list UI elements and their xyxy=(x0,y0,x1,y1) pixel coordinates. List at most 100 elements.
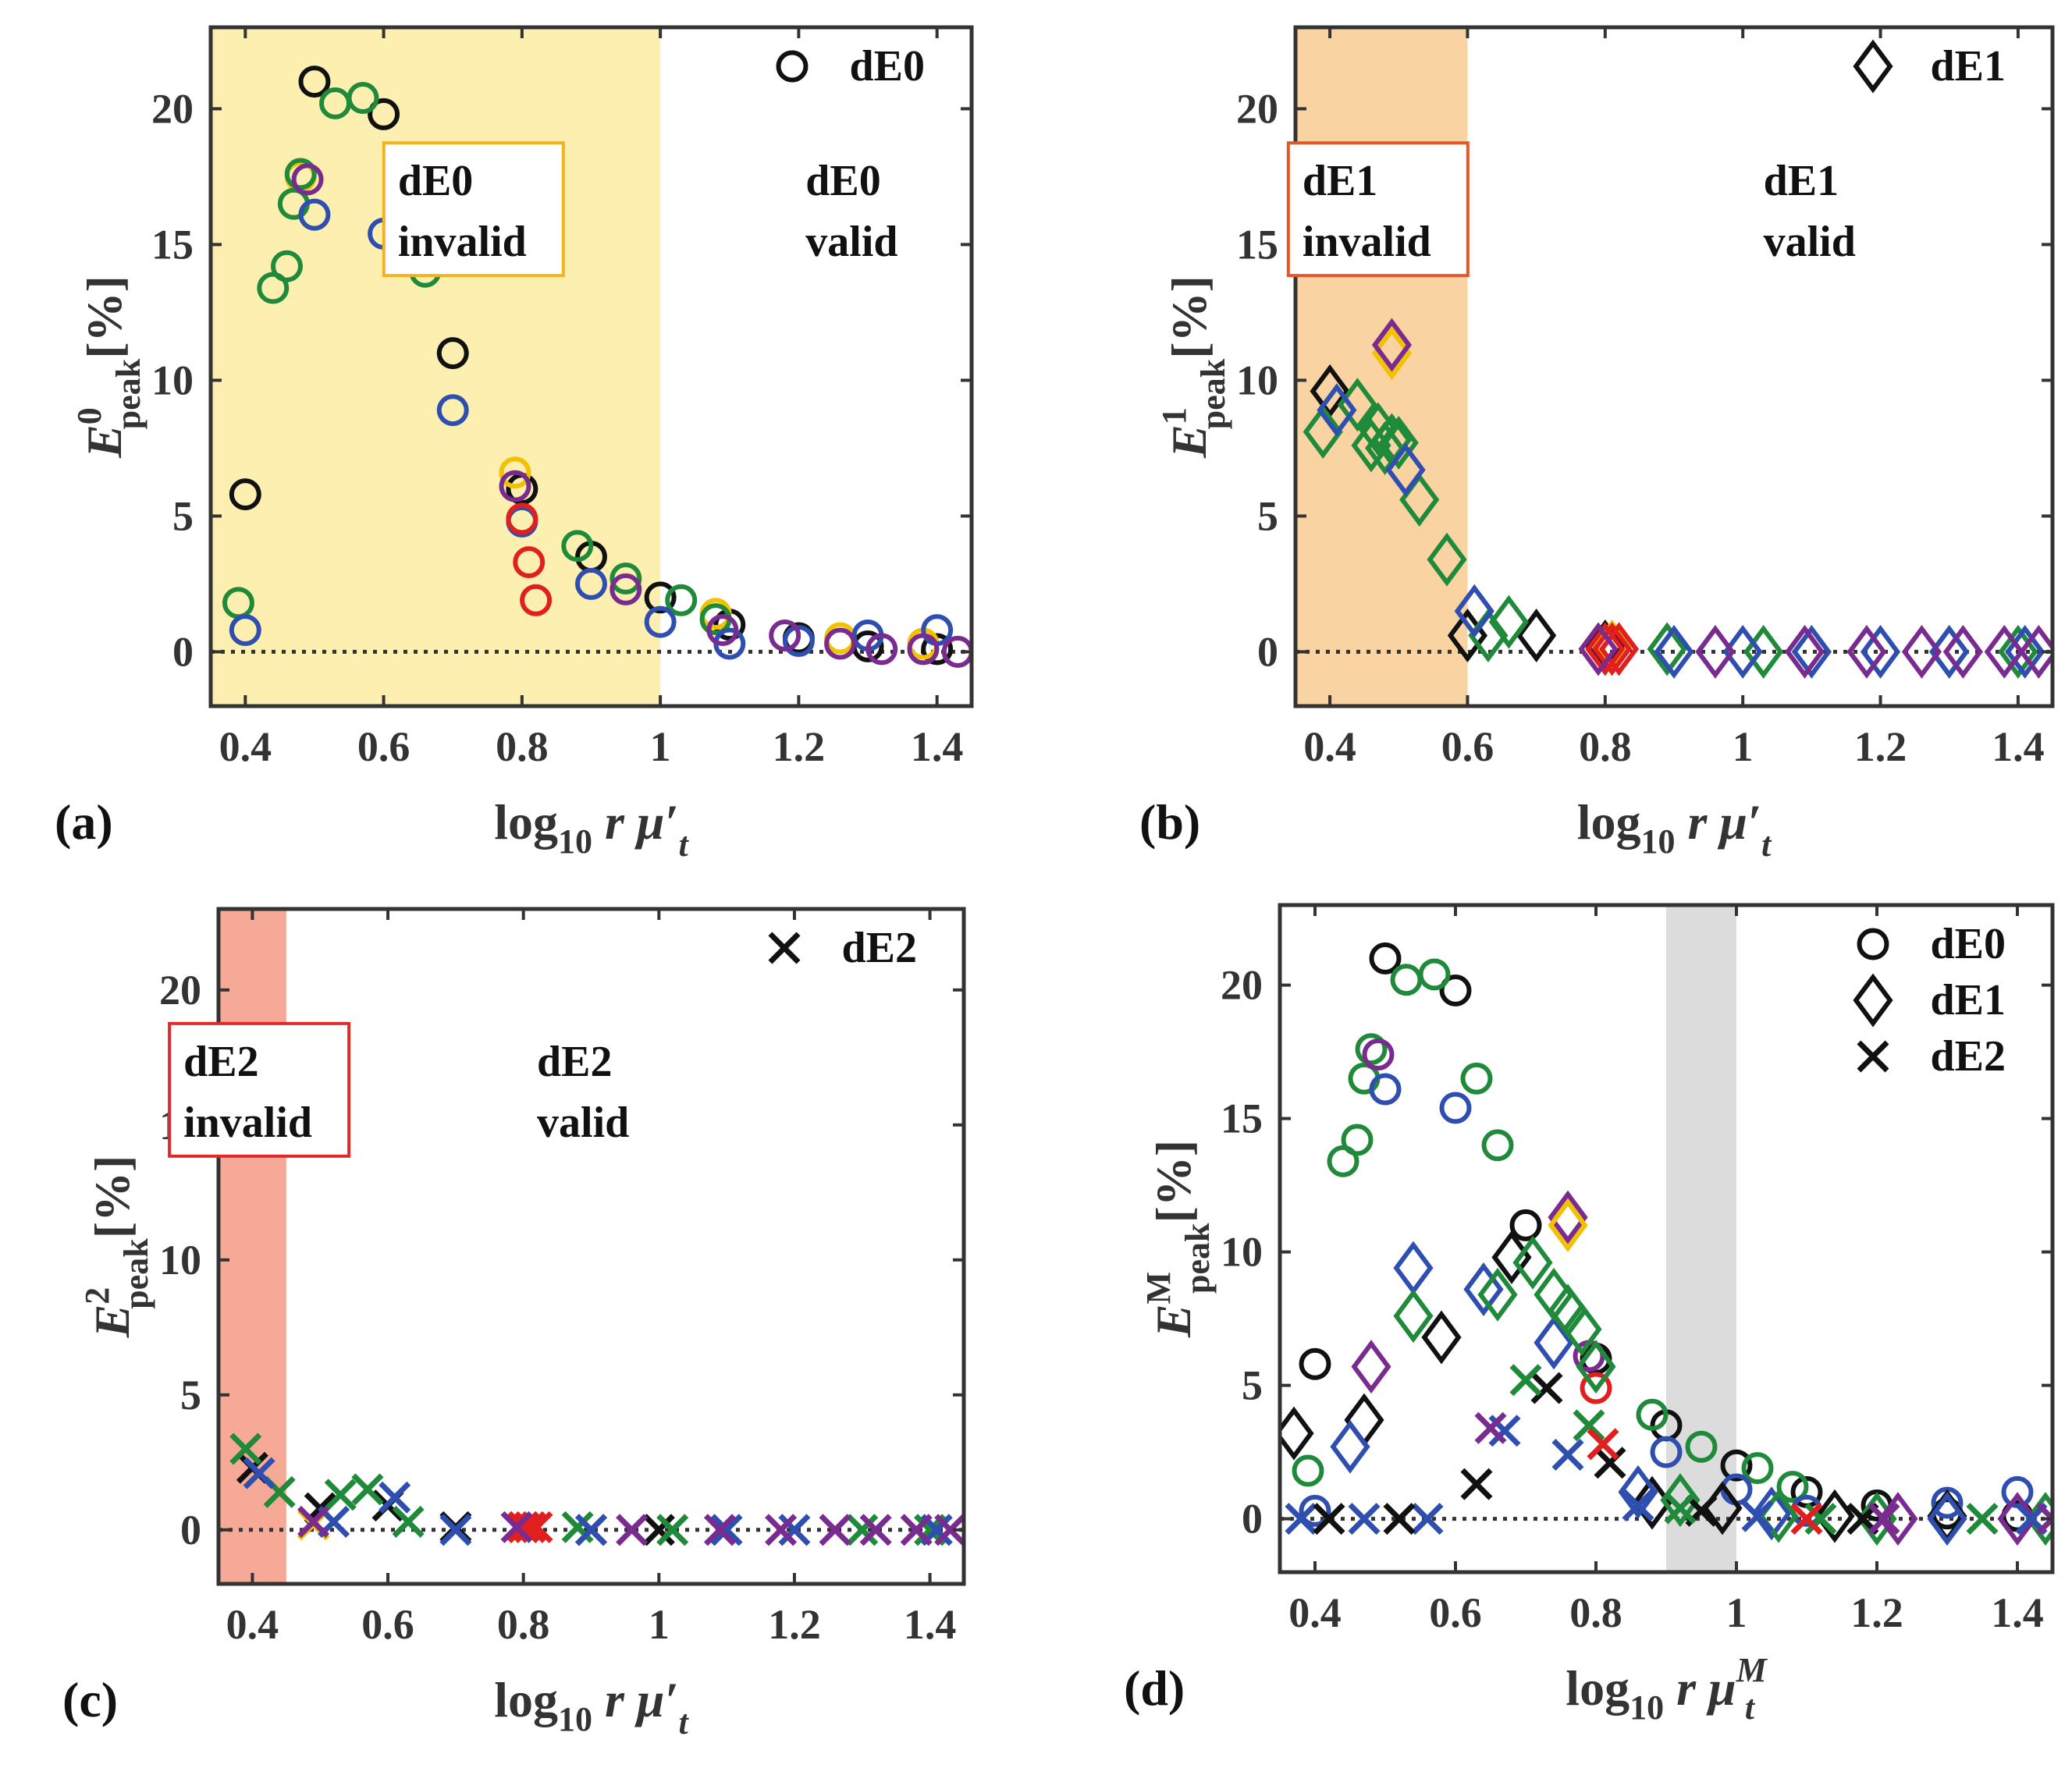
data-point xyxy=(229,1433,262,1465)
y-tick-label: 10 xyxy=(151,357,194,403)
x-tick-label: 0.8 xyxy=(1579,723,1632,770)
data-point xyxy=(1576,1340,1616,1394)
x-axis-label: log10 r μ′t xyxy=(494,1672,689,1741)
data-point xyxy=(284,158,317,190)
data-point xyxy=(1776,1471,1809,1504)
data-point xyxy=(1942,624,1983,679)
y-tick-label: 15 xyxy=(151,221,194,268)
invalid-label-box xyxy=(382,141,565,278)
data-point xyxy=(610,573,642,605)
data-point xyxy=(1411,1503,1444,1535)
valid-label-text: dE1 xyxy=(1764,157,1839,205)
data-point xyxy=(1477,1267,1518,1322)
data-point xyxy=(644,581,677,614)
data-point xyxy=(1984,624,2024,679)
data-point xyxy=(1534,1315,1574,1370)
y-tick-label: 10 xyxy=(1221,1229,1263,1276)
invalid-label-text: dE2 xyxy=(183,1038,259,1086)
data-point xyxy=(1860,624,1901,679)
data-point xyxy=(1292,1454,1324,1487)
data-point xyxy=(351,1473,384,1506)
data-point xyxy=(706,614,739,647)
data-point xyxy=(900,1514,933,1546)
y-tick-label: 0 xyxy=(180,1507,201,1553)
markers xyxy=(222,66,972,668)
data-point xyxy=(1371,318,1413,372)
data-point xyxy=(1509,1209,1542,1241)
x-tick-label: 0.4 xyxy=(219,723,272,770)
data-point xyxy=(1562,1302,1602,1357)
x-tick-label: 1.2 xyxy=(768,1601,821,1648)
data-point xyxy=(1791,624,1832,679)
legend-label: dE0 xyxy=(850,42,926,91)
data-point xyxy=(642,1514,675,1546)
x-tick-label: 1.4 xyxy=(911,723,964,770)
data-point xyxy=(921,633,954,666)
data-point xyxy=(1383,1503,1416,1535)
y-tick-label: 10 xyxy=(1236,357,1278,403)
data-point xyxy=(1310,364,1350,418)
data-point xyxy=(1317,383,1357,438)
x-axis-label: log10 r μ′t xyxy=(494,794,689,864)
markers xyxy=(1280,942,2052,1546)
data-point xyxy=(1878,1492,1918,1546)
data-point xyxy=(1330,1419,1370,1474)
data-point xyxy=(1751,1486,1792,1541)
x-tick-label: 0.6 xyxy=(357,723,410,770)
data-point xyxy=(500,1511,533,1543)
x-tick-label: 1 xyxy=(1726,1589,1747,1636)
axes-frame xyxy=(208,25,974,708)
valid-label-text: valid xyxy=(805,218,897,266)
data-point xyxy=(257,272,290,304)
data-point xyxy=(298,66,331,98)
y-axis-label: E1peak[%] xyxy=(1155,275,1232,459)
x-tick-label: 0.8 xyxy=(497,1601,550,1648)
markers xyxy=(1303,318,2052,679)
data-point xyxy=(907,633,940,666)
legend-marker xyxy=(1857,928,1889,960)
data-point xyxy=(1804,1503,1837,1535)
data-point xyxy=(1632,1475,1672,1530)
data-point xyxy=(1587,1428,1619,1461)
data-point xyxy=(1474,1411,1507,1444)
panel-label: (a) xyxy=(55,794,113,850)
panel-d: 0.4 0.6 0.8 1 1.2 1.4 0 5 10 15 20 log10 r μM t EMpea… xyxy=(1124,903,2055,1727)
legend-label: dE2 xyxy=(1931,1032,2006,1081)
data-point xyxy=(1460,1062,1493,1095)
data-point xyxy=(1285,1503,1317,1535)
data-point xyxy=(1313,1503,1345,1535)
data-point xyxy=(1585,622,1626,676)
data-point xyxy=(499,470,531,502)
data-point xyxy=(1929,624,1970,679)
data-point xyxy=(1618,1464,1658,1519)
data-point xyxy=(1509,1364,1542,1397)
panel-a: 0.4 0.6 0.8 1 1.2 1.4 0 5 10 15 20 log10 r μ′t E0pea… xyxy=(55,25,974,864)
x-tick-label: 1 xyxy=(1733,723,1754,770)
x-tick-label: 1.2 xyxy=(1850,1589,1903,1636)
legend-marker xyxy=(776,50,809,83)
y-tick-label: 5 xyxy=(1242,1362,1263,1409)
invalid-label-text: invalid xyxy=(183,1099,312,1147)
y-axis-label: EMpeak[%] xyxy=(1139,1140,1217,1338)
data-point xyxy=(1327,1145,1359,1177)
data-point xyxy=(1341,1124,1374,1156)
data-point xyxy=(1647,622,1687,676)
invalid-label-box xyxy=(1286,141,1470,278)
data-point xyxy=(1548,1190,1588,1244)
shaded-region xyxy=(211,27,661,706)
y-tick-label: 0 xyxy=(1242,1496,1263,1543)
data-point xyxy=(1578,622,1619,676)
data-point xyxy=(368,98,400,130)
data-point xyxy=(1303,405,1343,460)
data-point xyxy=(1664,1492,1697,1525)
x-tick-label: 0.4 xyxy=(1288,1589,1342,1636)
data-point xyxy=(1280,1406,1314,1461)
data-point xyxy=(1931,1486,1964,1519)
data-point xyxy=(1488,595,1529,649)
data-point xyxy=(819,1514,851,1546)
axes-frame xyxy=(216,907,966,1586)
data-point xyxy=(616,1514,649,1546)
data-point xyxy=(2025,1492,2052,1546)
panel-label: (c) xyxy=(62,1672,118,1727)
x-tick-label: 1.4 xyxy=(1991,1589,2044,1636)
